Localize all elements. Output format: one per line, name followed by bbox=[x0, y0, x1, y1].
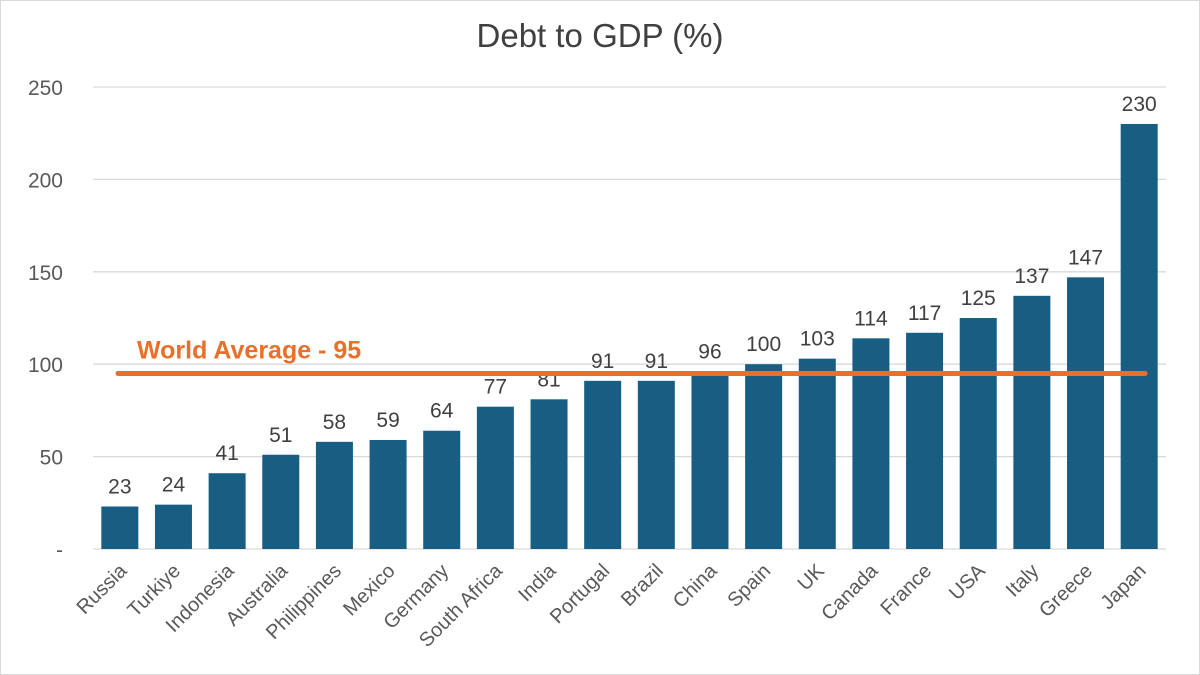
data-label: 230 bbox=[1122, 93, 1157, 116]
y-tick-label: 250 bbox=[28, 77, 63, 100]
bar-philippines bbox=[315, 441, 353, 549]
data-label: 117 bbox=[908, 302, 941, 325]
data-label: 59 bbox=[376, 409, 399, 432]
y-tick-label: 200 bbox=[28, 169, 63, 192]
bar-south-africa bbox=[476, 406, 514, 549]
data-label: 41 bbox=[215, 442, 238, 465]
bar-china bbox=[691, 371, 729, 549]
bar-france bbox=[906, 332, 944, 549]
chart-title: Debt to GDP (%) bbox=[477, 17, 724, 54]
data-label: 51 bbox=[269, 424, 292, 447]
bar-russia bbox=[101, 506, 139, 549]
bar-india bbox=[530, 399, 568, 549]
bar-portugal bbox=[584, 380, 622, 549]
bar-turkiye bbox=[154, 504, 192, 549]
data-label: 91 bbox=[591, 350, 614, 373]
bar-brazil bbox=[637, 380, 675, 549]
y-tick-label: 150 bbox=[28, 262, 63, 285]
world-average-label: World Average - 95 bbox=[137, 336, 361, 364]
y-tick-label: 100 bbox=[28, 354, 63, 377]
data-label: 96 bbox=[698, 341, 721, 364]
bar-japan bbox=[1120, 123, 1158, 550]
data-label: 100 bbox=[746, 333, 781, 356]
data-label: 58 bbox=[323, 411, 346, 434]
bar-canada bbox=[852, 338, 890, 549]
data-label: 114 bbox=[854, 307, 888, 330]
data-label: 125 bbox=[961, 287, 996, 310]
bar-germany bbox=[423, 430, 461, 549]
data-label: 103 bbox=[800, 328, 835, 351]
data-label: 77 bbox=[484, 376, 507, 399]
bar-uk bbox=[798, 358, 836, 549]
y-tick-label: - bbox=[56, 539, 63, 562]
bar-greece bbox=[1067, 277, 1105, 549]
bar-indonesia bbox=[208, 473, 246, 549]
bar-australia bbox=[262, 454, 300, 549]
data-label: 23 bbox=[108, 475, 131, 498]
data-label: 91 bbox=[645, 350, 668, 373]
y-tick-label: 50 bbox=[40, 447, 63, 470]
data-label: 64 bbox=[430, 400, 454, 423]
bar-mexico bbox=[369, 439, 407, 549]
bar-italy bbox=[1013, 295, 1051, 549]
data-label: 147 bbox=[1068, 246, 1103, 269]
bar-spain bbox=[745, 364, 783, 549]
bar-usa bbox=[959, 318, 997, 549]
data-label: 137 bbox=[1014, 265, 1049, 288]
data-label: 24 bbox=[162, 474, 186, 497]
